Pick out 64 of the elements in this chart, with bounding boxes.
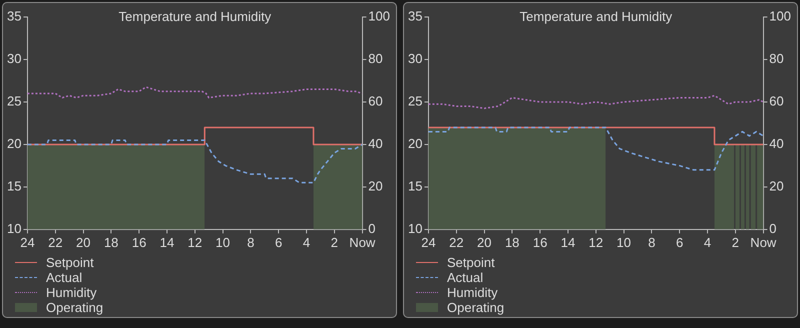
x-tick-label: 18 xyxy=(104,234,118,250)
y2-tick-label: 100 xyxy=(769,8,792,24)
x-tick-label: 14 xyxy=(160,234,174,250)
x-tick-label: 10 xyxy=(216,234,230,250)
line-series xyxy=(27,86,362,98)
legend-label: Humidity xyxy=(447,285,498,300)
x-tick-label: 4 xyxy=(302,234,310,250)
y-tick-label: 30 xyxy=(408,51,422,66)
x-tick-label: 6 xyxy=(676,234,684,250)
chart-title: Temperature and Humidity xyxy=(520,9,673,24)
x-tick-label: 8 xyxy=(247,234,254,250)
legend-label: Operating xyxy=(46,300,104,315)
y-tick-label: 25 xyxy=(408,94,422,109)
y-tick-label: 20 xyxy=(6,136,22,152)
line-series xyxy=(27,139,362,184)
y-tick-label: 15 xyxy=(6,178,22,194)
line-series xyxy=(428,126,764,171)
x-tick-label: 2 xyxy=(330,234,338,250)
y2-tick-label: 100 xyxy=(368,8,390,24)
y2-tick-label: 80 xyxy=(769,51,784,66)
x-tick-label: 14 xyxy=(560,234,576,250)
x-tick-label: 4 xyxy=(704,234,712,250)
y2-tick-label: 40 xyxy=(368,136,383,152)
chart-title: Temperature and Humidity xyxy=(118,9,272,24)
x-tick-label: 12 xyxy=(588,234,604,250)
legend-label: Operating xyxy=(447,300,504,315)
x-tick-label: Now xyxy=(349,234,376,250)
x-tick-label: 18 xyxy=(504,234,520,250)
x-tick-label: 20 xyxy=(76,234,91,250)
x-tick-label: 8 xyxy=(648,234,656,250)
legend-label: Humidity xyxy=(46,285,97,300)
x-tick-label: 24 xyxy=(20,234,35,250)
x-tick-label: 6 xyxy=(274,234,282,250)
x-tick-label: 2 xyxy=(732,234,740,250)
y2-tick-label: 0 xyxy=(368,220,376,236)
x-tick-label: 22 xyxy=(48,234,63,250)
x-tick-label: 10 xyxy=(616,234,632,250)
x-tick-label: 20 xyxy=(477,234,492,250)
legend-label: Actual xyxy=(46,270,82,285)
y2-tick-label: 60 xyxy=(769,94,784,109)
y-tick-label: 15 xyxy=(408,178,422,194)
y2-tick-label: 0 xyxy=(769,220,777,236)
x-tick-label: Now xyxy=(750,234,777,250)
y-tick-label: 30 xyxy=(6,51,22,66)
x-tick-label: 16 xyxy=(132,234,146,250)
y-tick-label: 35 xyxy=(408,8,422,24)
y-tick-label: 35 xyxy=(6,8,22,24)
y2-tick-label: 20 xyxy=(368,178,383,194)
x-tick-label: 12 xyxy=(188,234,202,250)
x-tick-label: 16 xyxy=(532,234,548,250)
y2-tick-label: 60 xyxy=(368,94,383,109)
y-tick-label: 10 xyxy=(6,220,22,236)
legend-label: Setpoint xyxy=(447,255,495,270)
y2-tick-label: 20 xyxy=(769,178,784,194)
x-tick-label: 22 xyxy=(449,234,464,250)
y2-tick-label: 80 xyxy=(368,51,383,66)
x-tick-label: 24 xyxy=(421,234,436,250)
y-tick-label: 20 xyxy=(408,136,422,152)
legend-label: Actual xyxy=(447,270,484,285)
y2-tick-label: 40 xyxy=(769,136,784,152)
y-tick-label: 25 xyxy=(6,94,22,109)
legend-label: Setpoint xyxy=(46,255,94,270)
line-series xyxy=(428,94,764,110)
y-tick-label: 10 xyxy=(408,220,422,236)
